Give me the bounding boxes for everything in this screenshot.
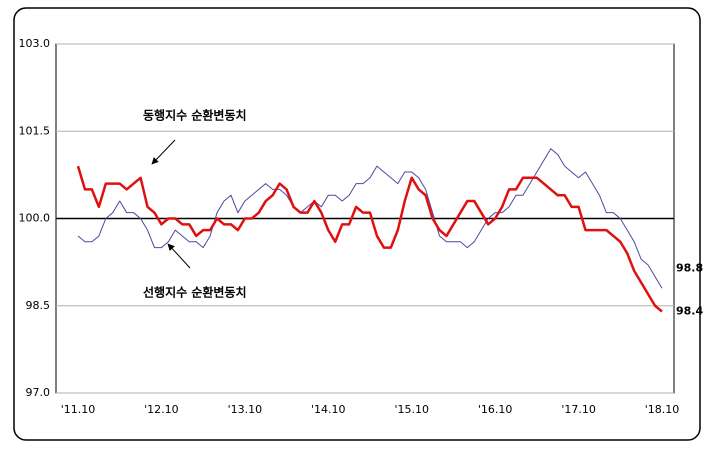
end-value-label: 98.8 <box>676 261 703 274</box>
series-annotation: 동행지수 순환변동치 <box>143 108 247 123</box>
x-tick-label: '14.10 <box>311 403 346 416</box>
y-tick-label: 97.0 <box>26 386 51 399</box>
x-tick-label: '15.10 <box>394 403 429 416</box>
frame <box>13 7 701 441</box>
x-tick-label: '18.10 <box>645 403 680 416</box>
x-tick-label: '16.10 <box>478 403 513 416</box>
y-tick-label: 98.5 <box>26 299 51 312</box>
x-tick-label: '13.10 <box>228 403 263 416</box>
x-tick-label: '17.10 <box>561 403 596 416</box>
series-line <box>77 148 663 289</box>
series-line <box>76 165 663 313</box>
series-annotation: 선행지수 순환변동치 <box>143 285 247 300</box>
arrow <box>167 243 191 269</box>
x-tick-label: '12.10 <box>144 403 179 416</box>
y-tick-label: 100.0 <box>19 212 51 225</box>
y-tick-label: 101.5 <box>19 124 51 137</box>
arrow <box>151 139 176 165</box>
end-value-label: 98.4 <box>676 305 703 318</box>
y-tick-label: 103.0 <box>19 37 51 50</box>
x-tick-label: '11.10 <box>61 403 96 416</box>
